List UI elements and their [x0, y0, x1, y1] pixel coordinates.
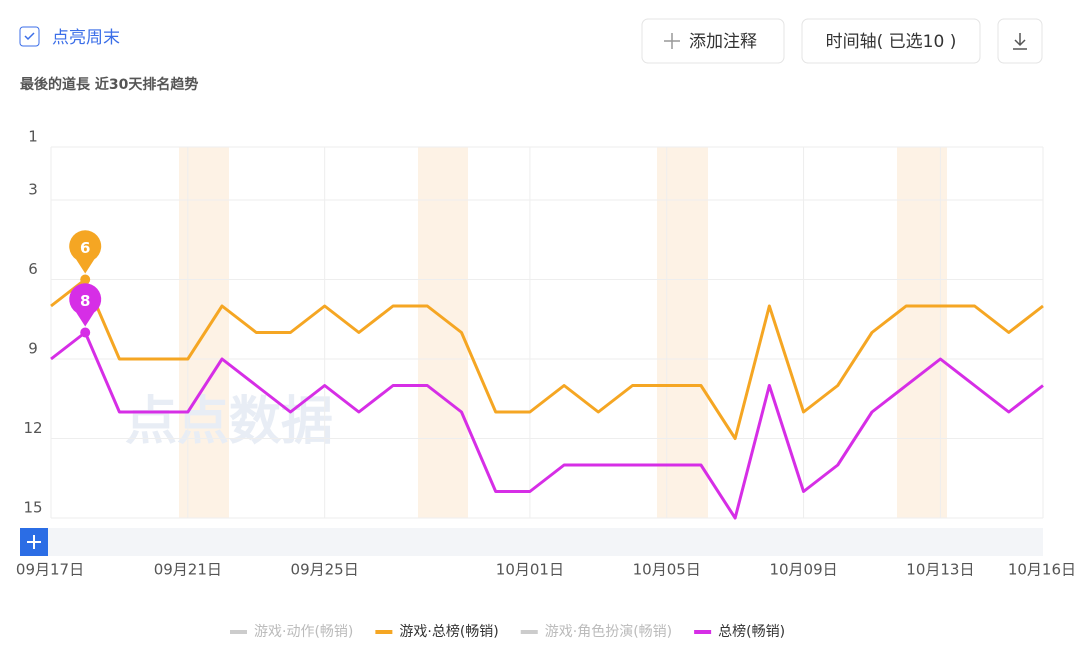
y-tick-label: 1 — [28, 128, 38, 146]
legend-label[interactable]: 游戏·角色扮演(畅销) — [545, 623, 672, 640]
check-icon — [24, 32, 35, 41]
legend-label[interactable]: 游戏·动作(畅销) — [254, 624, 353, 640]
point — [80, 327, 91, 338]
download-icon — [1013, 33, 1027, 50]
pin-label: 6 — [80, 239, 90, 257]
toggle-label[interactable]: 点亮周末 — [52, 28, 120, 48]
legend-swatch — [520, 630, 538, 634]
pin — [69, 283, 102, 327]
weekend-bands — [179, 147, 947, 518]
plus-icon — [27, 535, 41, 549]
pin — [69, 230, 102, 274]
plus-icon — [664, 33, 680, 49]
y-tick-label: 6 — [28, 260, 38, 278]
x-tick-label: 10月16日 — [1008, 561, 1076, 579]
x-tick-label: 09月21日 — [154, 561, 222, 579]
pin-label: 8 — [80, 292, 90, 310]
legend-swatch — [375, 630, 393, 634]
series-line — [50, 278, 1044, 440]
timeline-bar[interactable] — [20, 528, 1043, 556]
x-tick-label: 09月17日 — [16, 561, 84, 579]
button[interactable] — [641, 18, 785, 64]
y-tick-label: 3 — [28, 181, 38, 199]
button[interactable] — [801, 18, 981, 64]
x-tick-label: 10月01日 — [496, 561, 564, 579]
x-tick-label: 10月09日 — [769, 561, 837, 579]
checkbox[interactable] — [19, 26, 40, 47]
x-tick-label: 10月13日 — [906, 561, 974, 579]
watermark: 点点数据 — [125, 392, 333, 452]
button-label[interactable]: 添加注释 — [689, 32, 757, 52]
legend-label[interactable]: 总榜(畅销) — [718, 623, 785, 640]
button-label[interactable]: 时间轴( 已选10 ) — [826, 32, 957, 52]
x-tick-label: 10月05日 — [633, 561, 701, 579]
legend-swatch — [230, 630, 247, 634]
legend-swatch — [694, 630, 712, 634]
x-tick-label: 09月25日 — [291, 561, 359, 579]
legend-label[interactable]: 游戏·总榜(畅销) — [399, 623, 498, 640]
subtitle: 最後的道長 近30天排名趋势 — [20, 76, 198, 93]
series-line — [50, 331, 1044, 520]
point — [80, 274, 91, 285]
y-tick-label: 9 — [28, 340, 38, 358]
y-tick-label: 12 — [23, 419, 42, 437]
y-tick-label: 15 — [23, 499, 42, 517]
